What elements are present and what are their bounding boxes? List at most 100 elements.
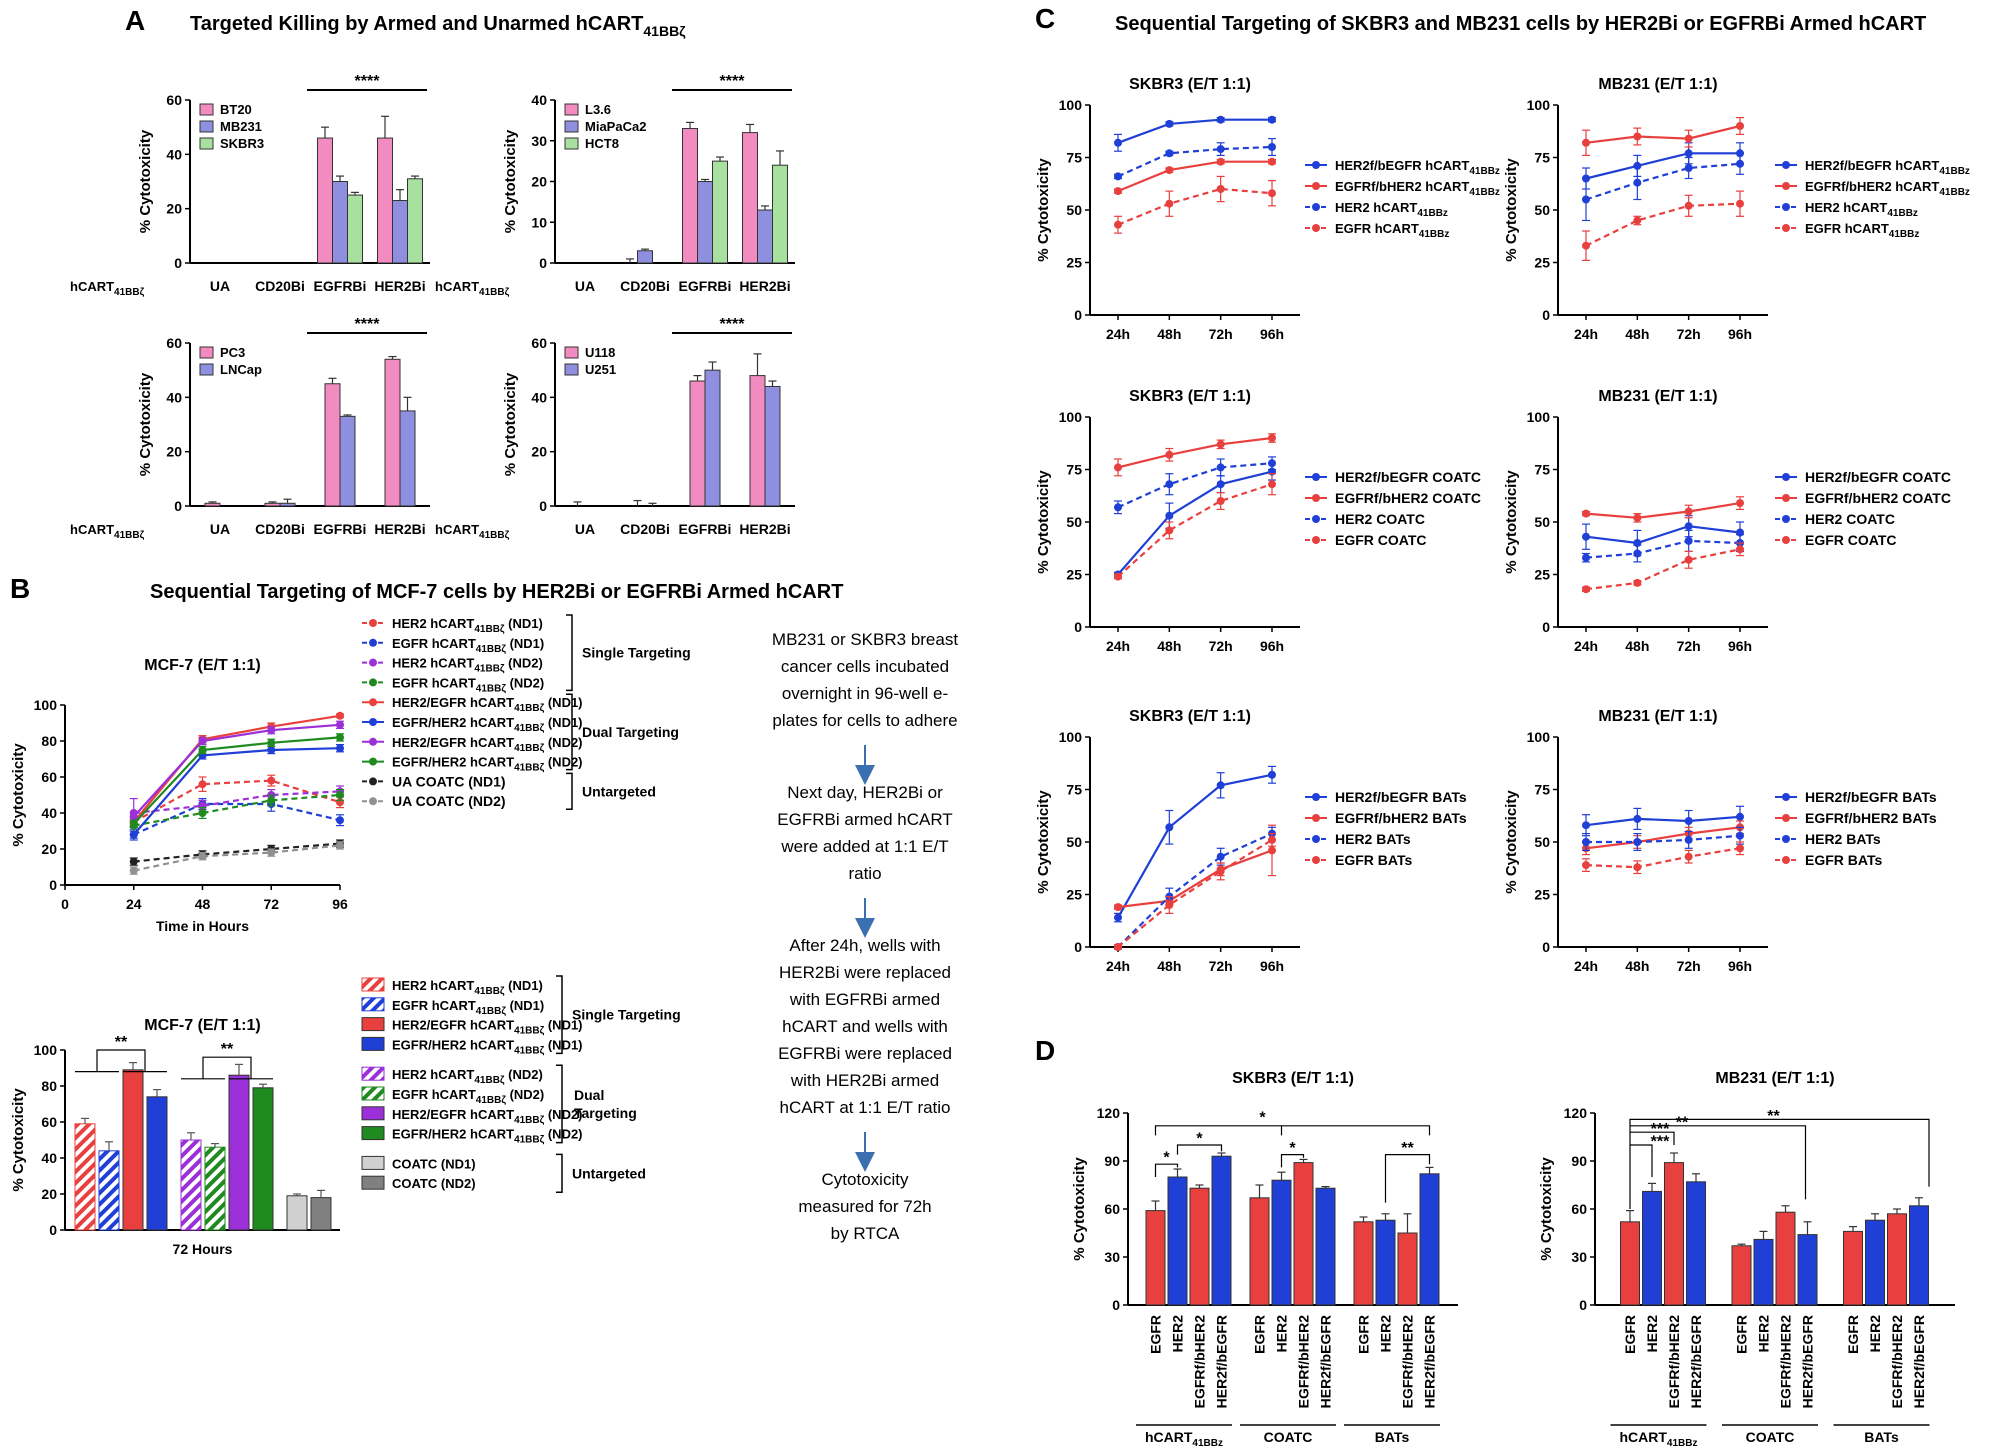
y-axis-label: % Cytotoxicity xyxy=(1538,1157,1555,1261)
flowchart-step-3-line: hCART and wells with xyxy=(782,1017,948,1036)
legend-label: PC3 xyxy=(220,345,245,360)
y-tick-label: 0 xyxy=(174,255,182,271)
y-tick-label: 20 xyxy=(41,1186,57,1202)
legend-label: HER2 hCART41BBζ (ND1) xyxy=(392,616,543,635)
bar-BATs-HER2 xyxy=(1375,1219,1396,1306)
y-tick-label: 20 xyxy=(531,444,547,460)
y-axis-label: % Cytotoxicity xyxy=(1035,790,1052,894)
data-point xyxy=(1165,480,1174,489)
y-tick-label: 60 xyxy=(41,1114,57,1130)
legend-swatch xyxy=(199,120,214,133)
chart-title: MB231 (E/T 1:1) xyxy=(1598,388,1717,405)
chart-title: SKBR3 (E/T 1:1) xyxy=(1129,388,1251,405)
series-line-EGFR BATs xyxy=(1585,847,1741,869)
y-tick-label: 100 xyxy=(1059,409,1083,425)
bar-COATC-EGFRf/bHER2 xyxy=(1775,1211,1796,1306)
x-tick-label: EGFR xyxy=(1356,1315,1372,1354)
x-tick-label: 72h xyxy=(1209,958,1233,974)
legend-swatch xyxy=(361,1155,385,1170)
chart-title: MB231 (E/T 1:1) xyxy=(1598,76,1717,93)
legend-label: HER2 hCART41BBz xyxy=(1335,200,1448,219)
y-tick-label: 0 xyxy=(1074,619,1082,635)
bar-MB231 xyxy=(332,181,348,264)
y-tick-label: 25 xyxy=(1066,255,1082,271)
x-tick-label: 72h xyxy=(1209,638,1233,654)
series-line-UA COATC (ND2) xyxy=(133,844,341,872)
data-point xyxy=(198,809,207,817)
y-tick-label: 90 xyxy=(1571,1153,1587,1169)
panel-letter-c: C xyxy=(1035,3,1055,34)
chart-title: SKBR3 (E/T 1:1) xyxy=(1129,708,1251,725)
legend-marker xyxy=(369,638,377,647)
x-tick-label: EGFR xyxy=(1622,1315,1638,1354)
group-label: Dual xyxy=(574,1087,604,1103)
x-tick-label: HER2 xyxy=(1274,1315,1290,1353)
series-line-HER2 COATC xyxy=(1117,462,1273,509)
series-line-HER2f/bEGFR COATC xyxy=(1117,470,1273,576)
x-tick-label: EGFR xyxy=(1252,1315,1268,1354)
legend-marker xyxy=(1782,161,1790,169)
bar-PC3 xyxy=(204,502,221,507)
bar-EGFR hCART41BBζ (ND2) xyxy=(204,1146,226,1231)
significance-label: ** xyxy=(1676,1114,1689,1131)
legend-label: HER2f/bEGFR BATs xyxy=(1805,789,1937,805)
x-tick-label: 72h xyxy=(1677,958,1701,974)
data-point xyxy=(129,812,138,821)
y-tick-label: 50 xyxy=(1066,514,1082,530)
group-label: Single Targeting xyxy=(572,1007,681,1023)
bar-SKBR3 xyxy=(347,194,363,264)
data-point xyxy=(1268,157,1276,166)
legend-label: EGFR/HER2 hCART41BBζ (ND1) xyxy=(392,1037,583,1056)
legend-label: HER2/EGFR hCART41BBζ (ND1) xyxy=(392,1018,583,1037)
row-label: hCART41BBζ xyxy=(435,522,510,541)
data-point xyxy=(1736,122,1744,130)
y-tick-label: 50 xyxy=(1534,202,1550,218)
data-point xyxy=(1736,844,1744,853)
chart-title: MB231 (E/T 1:1) xyxy=(1598,708,1717,725)
bar-EGFR/HER2 hCART41BBζ (ND1) xyxy=(146,1096,168,1231)
legend-label: HER2 COATC xyxy=(1805,511,1895,527)
flowchart-step-4-line: Cytotoxicity xyxy=(822,1170,909,1189)
data-point xyxy=(1582,838,1590,846)
y-tick-label: 40 xyxy=(531,389,547,405)
flowchart-step-1-line: plates for cells to adhere xyxy=(772,711,957,730)
y-tick-label: 25 xyxy=(1534,255,1550,271)
panel-letter-d: D xyxy=(1035,1035,1055,1066)
bar-hCART41BBz-EGFRf/bHER2 xyxy=(1189,1187,1210,1306)
legend-label: EGFR/HER2 hCART41BBζ (ND2) xyxy=(392,755,583,774)
data-point xyxy=(129,866,138,875)
data-point xyxy=(1684,817,1693,825)
data-point xyxy=(1114,463,1122,472)
bar-hCART41BBz-EGFR xyxy=(1620,1221,1640,1306)
significance-label: * xyxy=(1163,1150,1170,1167)
bar-hCART41BBz-HER2f/bEGFR xyxy=(1686,1181,1706,1306)
series-line-EGFRf/bHER2 hCART41BBz xyxy=(1117,160,1272,193)
bar-hCART41BBz-HER2 xyxy=(1642,1190,1662,1306)
bar-hCART41BBz-HER2f/bEGFR xyxy=(1211,1155,1232,1306)
bar-EGFR hCART41BBζ (ND1) xyxy=(98,1150,120,1231)
data-point xyxy=(1633,863,1642,872)
y-tick-label: 100 xyxy=(1059,97,1083,113)
row-label: hCART41BBζ xyxy=(70,522,145,541)
bar-LNCap xyxy=(339,415,356,507)
x-tick-label: HER2Bi xyxy=(739,521,790,537)
x-tick-label: 24h xyxy=(1574,326,1598,342)
x-tick-label: 24h xyxy=(1574,958,1598,974)
bar-COATC-EGFR xyxy=(1249,1197,1270,1306)
legend-marker xyxy=(369,737,377,746)
bar-SKBR3 xyxy=(407,178,423,264)
legend-label: EGFR/HER2 hCART41BBζ (ND2) xyxy=(392,1127,583,1146)
bar-COATC-HER2 xyxy=(1753,1238,1774,1306)
data-point xyxy=(1582,553,1590,562)
sig-bracket xyxy=(96,1049,146,1072)
x-tick-label: CD20Bi xyxy=(620,278,670,294)
legend-marker xyxy=(369,658,377,667)
flowchart-step-3-line: with HER2Bi armed xyxy=(790,1071,939,1090)
legend-label: EGFR hCART41BBζ (ND2) xyxy=(392,1087,544,1106)
data-point xyxy=(1736,159,1744,168)
series-line-HER2/EGFR hCART41BBζ (ND2) xyxy=(132,723,341,818)
x-tick-label: 72h xyxy=(1209,326,1233,342)
legend-swatch xyxy=(361,1066,385,1081)
legend-swatch xyxy=(361,1106,385,1121)
bar-BATs-EGFR xyxy=(1843,1230,1863,1306)
